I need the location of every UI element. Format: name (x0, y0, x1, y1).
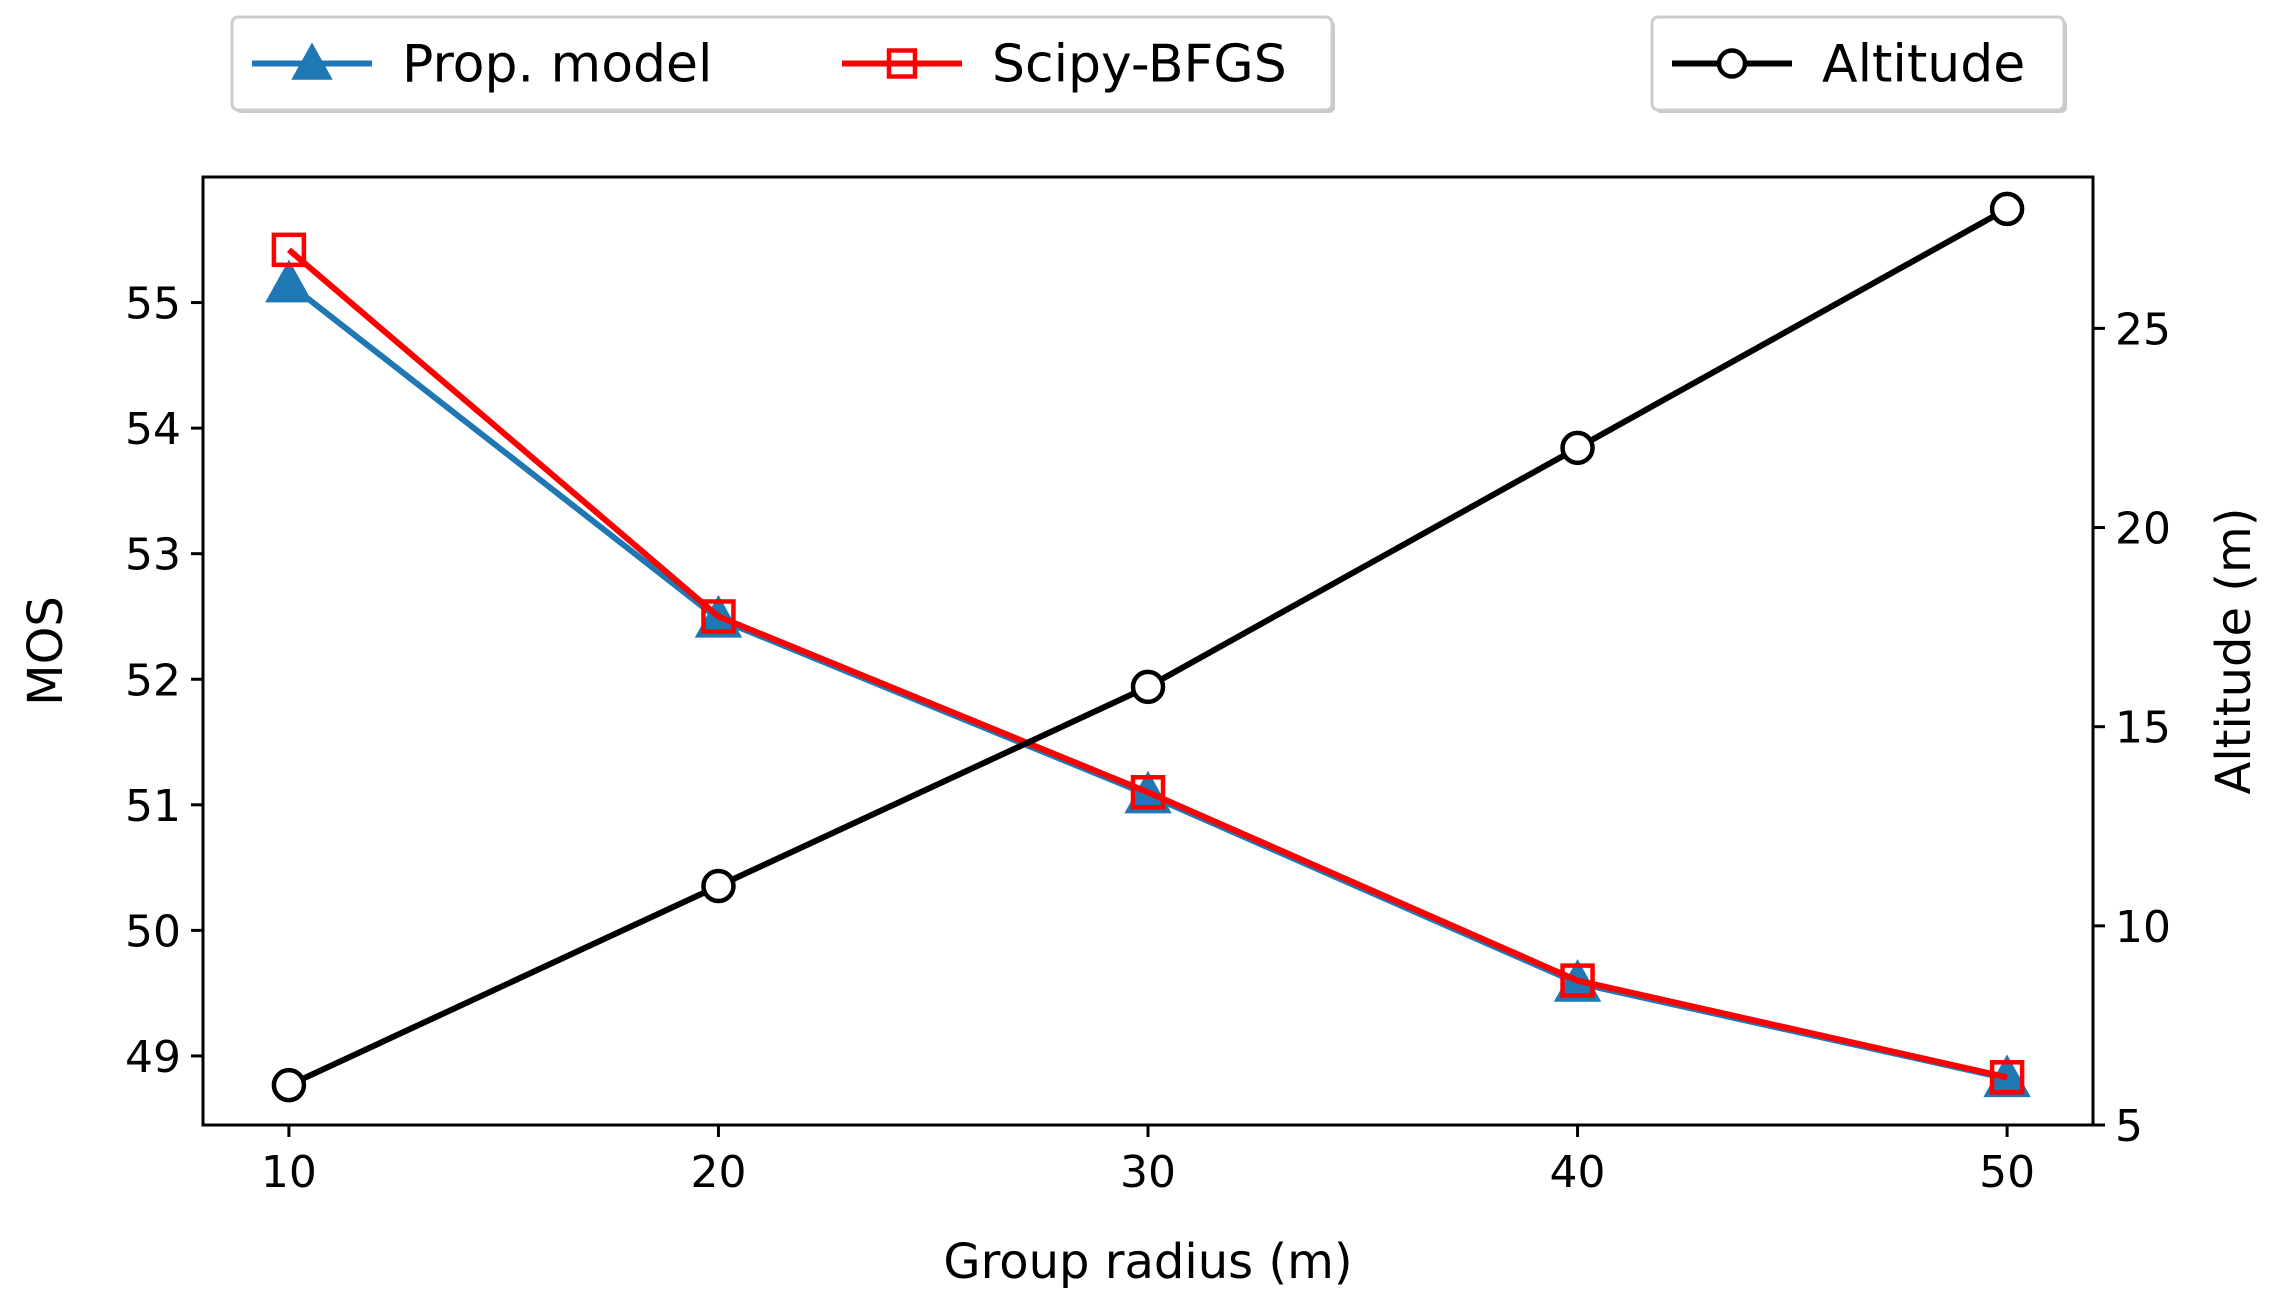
y-axis-right-label: Altitude (m) (2206, 507, 2262, 794)
y-tick-label: 49 (125, 1032, 181, 1083)
data-point-scipy-bfgs (1989, 1060, 2025, 1095)
legend-marker (886, 48, 918, 79)
legend-frame (1650, 15, 2066, 112)
legend-entry-altitude: Altitude (1672, 35, 2025, 95)
data-point-scipy-bfgs (1560, 963, 1595, 998)
y-axis-left-ticks: 49 50 51 52 53 54 55 (125, 279, 203, 1083)
y2-tick-label: 25 (2115, 304, 2171, 355)
y-tick-label: 51 (125, 781, 181, 832)
x-tick-label: 20 (690, 1147, 746, 1198)
series-altitude (271, 191, 2025, 1103)
y-tick-label: 55 (125, 279, 181, 330)
x-axis-ticks: 10 20 30 40 50 (261, 1125, 2035, 1198)
data-point-altitude (1560, 430, 1595, 466)
series-line-altitude (287, 206, 2009, 1088)
data-point-altitude (1989, 191, 2025, 227)
y2-tick-label: 15 (2115, 703, 2171, 754)
x-axis-label: Group radius (m) (943, 1234, 1352, 1290)
y2-tick-label: 20 (2115, 504, 2171, 555)
legend-label: Prop. model (402, 35, 712, 95)
legend-main: Prop. model Scipy-BFGS (230, 15, 1335, 113)
series-scipy-bfgs (271, 232, 2025, 1095)
data-point-prop-model (265, 259, 313, 303)
legend-label: Scipy-BFGS (992, 35, 1287, 95)
y-tick-label: 53 (125, 530, 181, 581)
legend-frame (230, 15, 1334, 112)
y-tick-label: 50 (125, 906, 181, 957)
y-axis-right-ticks: 5 10 15 20 25 (2093, 304, 2171, 1152)
x-tick-label: 50 (1979, 1147, 2035, 1198)
series-line-scipy-bfgs (286, 247, 2008, 1081)
legend-label: Altitude (1822, 35, 2025, 95)
y-tick-label: 52 (125, 655, 181, 706)
legend-marker (291, 42, 333, 80)
x-tick-label: 40 (1550, 1147, 1606, 1198)
data-point-altitude (701, 868, 736, 904)
legend-marker (1716, 48, 1748, 79)
data-point-scipy-bfgs (701, 599, 736, 634)
data-point-scipy-bfgs (271, 232, 307, 268)
y-tick-label: 54 (125, 404, 181, 455)
legend-entry-prop-model: Prop. model (252, 35, 712, 95)
y-axis-left-label: MOS (18, 596, 74, 706)
series-layer (265, 191, 2031, 1103)
x-tick-label: 30 (1120, 1147, 1176, 1198)
y2-tick-label: 10 (2115, 902, 2171, 953)
legend-altitude: Altitude (1650, 15, 2067, 113)
data-point-altitude (271, 1067, 307, 1103)
data-point-scipy-bfgs (1130, 775, 1166, 810)
x-tick-label: 10 (261, 1147, 317, 1198)
y2-tick-label: 5 (2115, 1101, 2143, 1152)
legend-entry-scipy-bfgs: Scipy-BFGS (842, 35, 1287, 95)
data-point-altitude (1130, 669, 1166, 705)
